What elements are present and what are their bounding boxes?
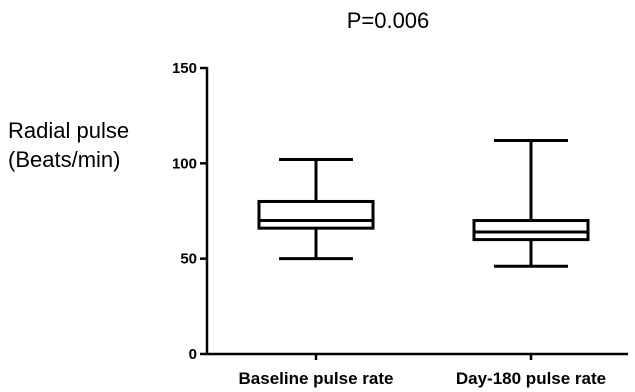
boxes bbox=[257, 138, 590, 268]
y-tick-label-50: 50 bbox=[180, 251, 197, 268]
y-tick-label-0: 0 bbox=[189, 346, 197, 363]
y-tick-label-100: 100 bbox=[172, 155, 197, 172]
y-axis-label-line-1: Radial pulse bbox=[8, 118, 129, 143]
y-axis-label-line-2: (Beats/min) bbox=[8, 147, 120, 172]
chart-title: P=0.006 bbox=[347, 8, 430, 33]
axes: 0 50 100 150 Baseline pulse rate Day-180 puls… bbox=[172, 60, 628, 388]
iqr-box bbox=[257, 199, 375, 230]
box-1 bbox=[257, 158, 375, 261]
iqr-box bbox=[472, 219, 590, 242]
x-category-label-1: Baseline pulse rate bbox=[239, 369, 394, 388]
x-category-label-2: Day-180 pulse rate bbox=[456, 369, 606, 388]
y-tick-label-150: 150 bbox=[172, 60, 197, 77]
box-2 bbox=[472, 138, 590, 268]
